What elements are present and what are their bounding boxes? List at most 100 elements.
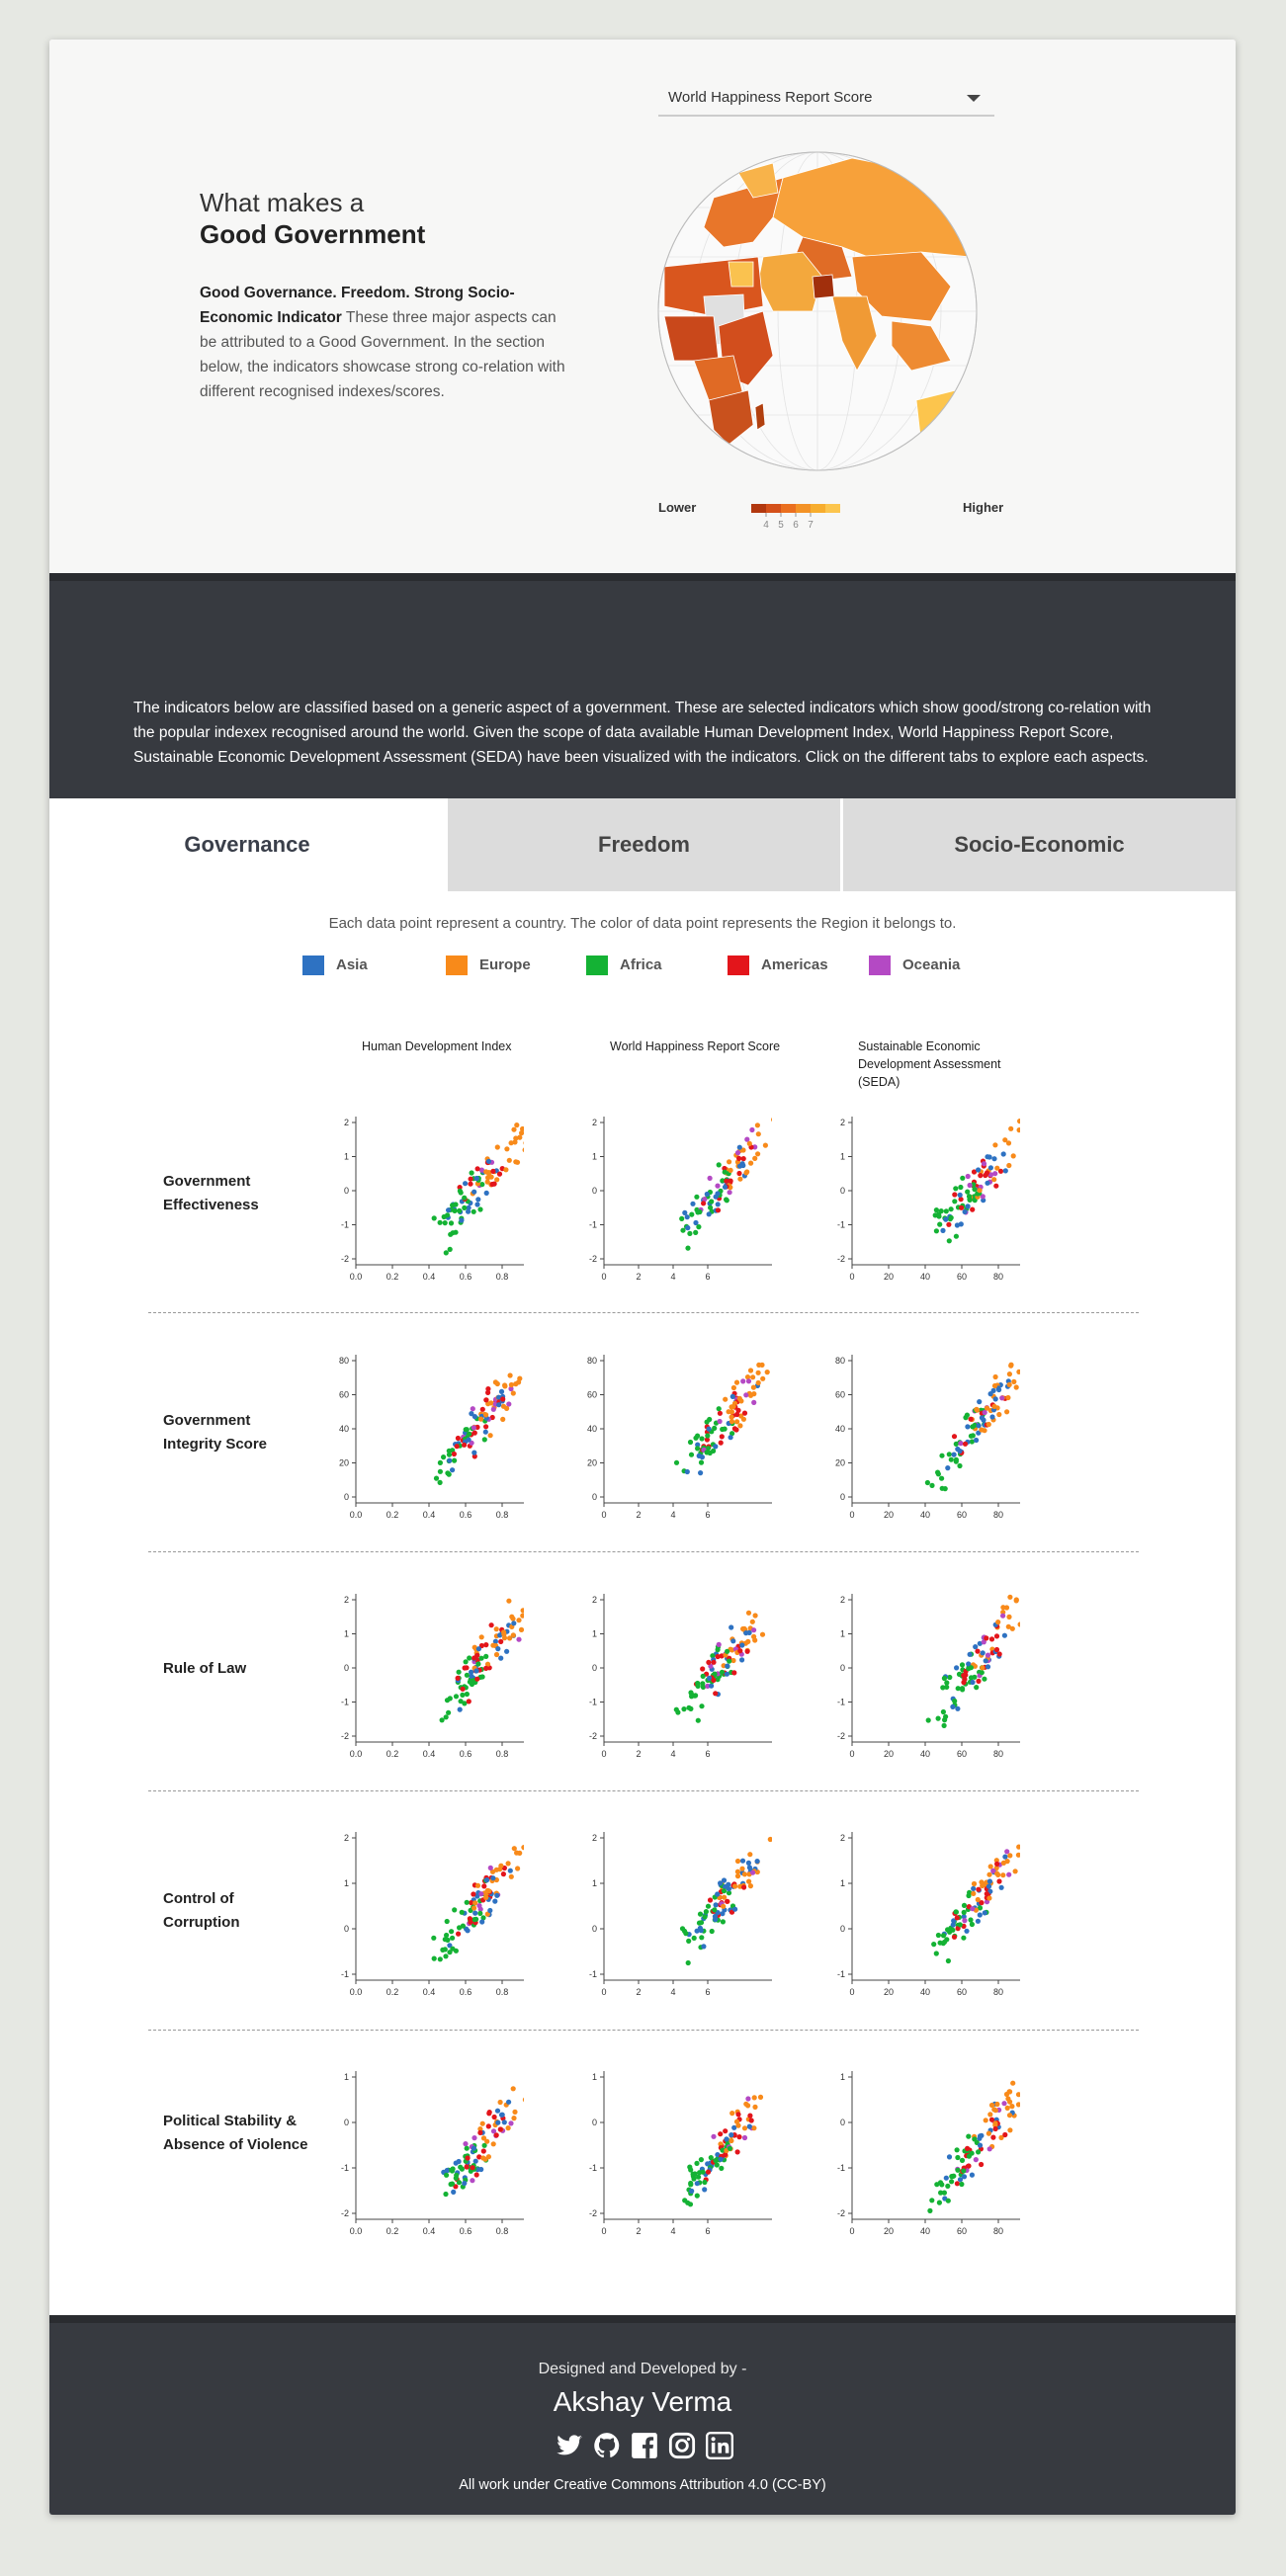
data-point: [1016, 1127, 1020, 1133]
data-point: [698, 1920, 705, 1926]
data-point: [495, 2119, 501, 2125]
scatter-plot[interactable]: 1 0 -1 -2 0 2 4 6: [574, 2063, 772, 2241]
data-point: [733, 2119, 740, 2124]
x-tick-label: 2: [636, 1510, 641, 1520]
data-point: [469, 1170, 474, 1176]
data-point: [958, 1221, 964, 1227]
data-point: [502, 1383, 508, 1389]
scatter-plot[interactable]: 2 1 0 -1 -20.0 0.2 0.4 0.6 0.8: [326, 1586, 524, 1764]
data-point: [485, 1158, 492, 1164]
data-point: [695, 1442, 701, 1448]
data-point: [716, 1162, 722, 1168]
data-point: [986, 2146, 992, 2152]
data-point: [691, 1935, 697, 1941]
scatter-plot[interactable]: 80 60 40 20 00 20 40 60 80: [822, 1347, 1020, 1525]
legend-lower-label: Lower: [658, 500, 697, 515]
data-point: [958, 1441, 964, 1447]
data-point: [743, 1170, 749, 1176]
data-point: [466, 1205, 472, 1210]
data-point: [484, 1179, 490, 1185]
scatter-plot[interactable]: 2 1 0 -1 -2 0 20 40 60 80: [822, 1586, 1020, 1764]
x-tick-label: 60: [957, 1749, 967, 1759]
data-point: [707, 1897, 714, 1903]
tab-socio-economic[interactable]: Socio-Economic: [840, 798, 1236, 891]
data-point: [477, 1910, 483, 1916]
scatter-plot[interactable]: 2 1 0 -1 -2 0 20 40 60 80: [822, 1109, 1020, 1287]
data-point: [933, 1228, 939, 1234]
scatter-plot[interactable]: 2 1 0 -1 -2 0 2 4 6: [574, 1109, 772, 1287]
world-globe-map[interactable]: [654, 148, 981, 474]
data-point: [740, 1162, 746, 1169]
data-point: [944, 1937, 950, 1943]
data-point: [702, 1197, 708, 1203]
data-point: [945, 2183, 951, 2189]
data-point: [750, 1374, 756, 1380]
data-point: [745, 1860, 751, 1866]
tab-freedom[interactable]: Freedom: [445, 798, 840, 891]
data-point: [520, 1608, 524, 1614]
scatter-plot[interactable]: 2 1 0 -1 -20.0 0.2 0.4 0.6 0.8: [326, 1109, 524, 1287]
scatter-plot[interactable]: 1 0 -1 -2 0 20 40 60 80: [822, 2063, 1020, 2241]
data-point: [953, 1441, 959, 1447]
data-point: [715, 1191, 721, 1197]
scatter-plot[interactable]: 2 1 0 -1 0 2 4 6: [574, 1824, 772, 2002]
data-point: [487, 1865, 493, 1870]
data-point: [699, 1935, 705, 1941]
scatter-plot[interactable]: 2 1 0 -10.0 0.2 0.4 0.6 0.8: [326, 1824, 524, 2002]
twitter-icon[interactable]: [556, 2432, 583, 2459]
data-point: [934, 2182, 940, 2188]
data-point: [463, 2141, 469, 2147]
data-point: [741, 2125, 748, 2131]
x-tick-label: 80: [993, 1272, 1003, 1282]
data-point: [1000, 1605, 1006, 1611]
data-point: [719, 2165, 725, 2171]
data-point: [523, 1141, 524, 1145]
facebook-icon[interactable]: [631, 2432, 658, 2459]
data-point: [943, 1713, 949, 1719]
data-point: [679, 1215, 685, 1221]
data-point: [483, 1397, 489, 1403]
data-point: [521, 1845, 524, 1851]
tab-governance[interactable]: Governance: [49, 798, 445, 891]
y-tick-label: 60: [835, 1390, 845, 1400]
instagram-icon[interactable]: [668, 2432, 696, 2459]
scatter-plot[interactable]: 80 60 40 20 00.0 0.2 0.4 0.6 0.8: [326, 1347, 524, 1525]
data-point: [473, 2172, 479, 2178]
data-point: [731, 1670, 737, 1676]
data-point: [972, 1187, 978, 1193]
data-point: [979, 1415, 985, 1421]
scatter-plot[interactable]: 80 60 40 20 00 2 4 6: [574, 1347, 772, 1525]
data-point: [439, 1717, 445, 1723]
data-point: [1009, 2104, 1015, 2110]
linkedin-icon[interactable]: [706, 2432, 733, 2459]
y-tick-label: 2: [592, 1833, 597, 1843]
data-point: [687, 2164, 693, 2170]
data-point: [718, 2131, 724, 2137]
score-select[interactable]: World Happiness Report Score: [658, 81, 994, 117]
data-point: [441, 1454, 447, 1460]
data-point: [700, 1684, 706, 1690]
github-icon[interactable]: [593, 2432, 621, 2459]
data-point: [986, 2130, 991, 2136]
data-point: [940, 1941, 946, 1947]
y-tick-label: 0: [344, 2118, 349, 2127]
data-point: [476, 2154, 482, 2160]
data-point: [929, 1482, 935, 1488]
scatter-plot[interactable]: 2 1 0 -1 -2 0 2 4 6: [574, 1586, 772, 1764]
data-point: [463, 1181, 469, 1187]
scatter-plot[interactable]: 2 1 0 -1 0 20 40 60 80: [822, 1824, 1020, 2002]
chevron-down-icon[interactable]: [967, 95, 981, 102]
data-point: [767, 1836, 772, 1843]
data-point: [968, 1675, 975, 1681]
data-point: [979, 1427, 985, 1433]
data-point: [503, 1167, 509, 1173]
x-tick-label: 0.0: [350, 1272, 363, 1282]
data-point: [716, 1406, 722, 1412]
data-point: [956, 1671, 963, 1677]
legend-swatch: [869, 956, 891, 975]
scatter-plot[interactable]: 1 0 -1 -20.0 0.2 0.4 0.6 0.8: [326, 2063, 524, 2241]
data-point: [737, 1648, 743, 1654]
data-point: [940, 1708, 946, 1715]
data-point: [729, 2132, 734, 2138]
data-point: [472, 2135, 477, 2141]
